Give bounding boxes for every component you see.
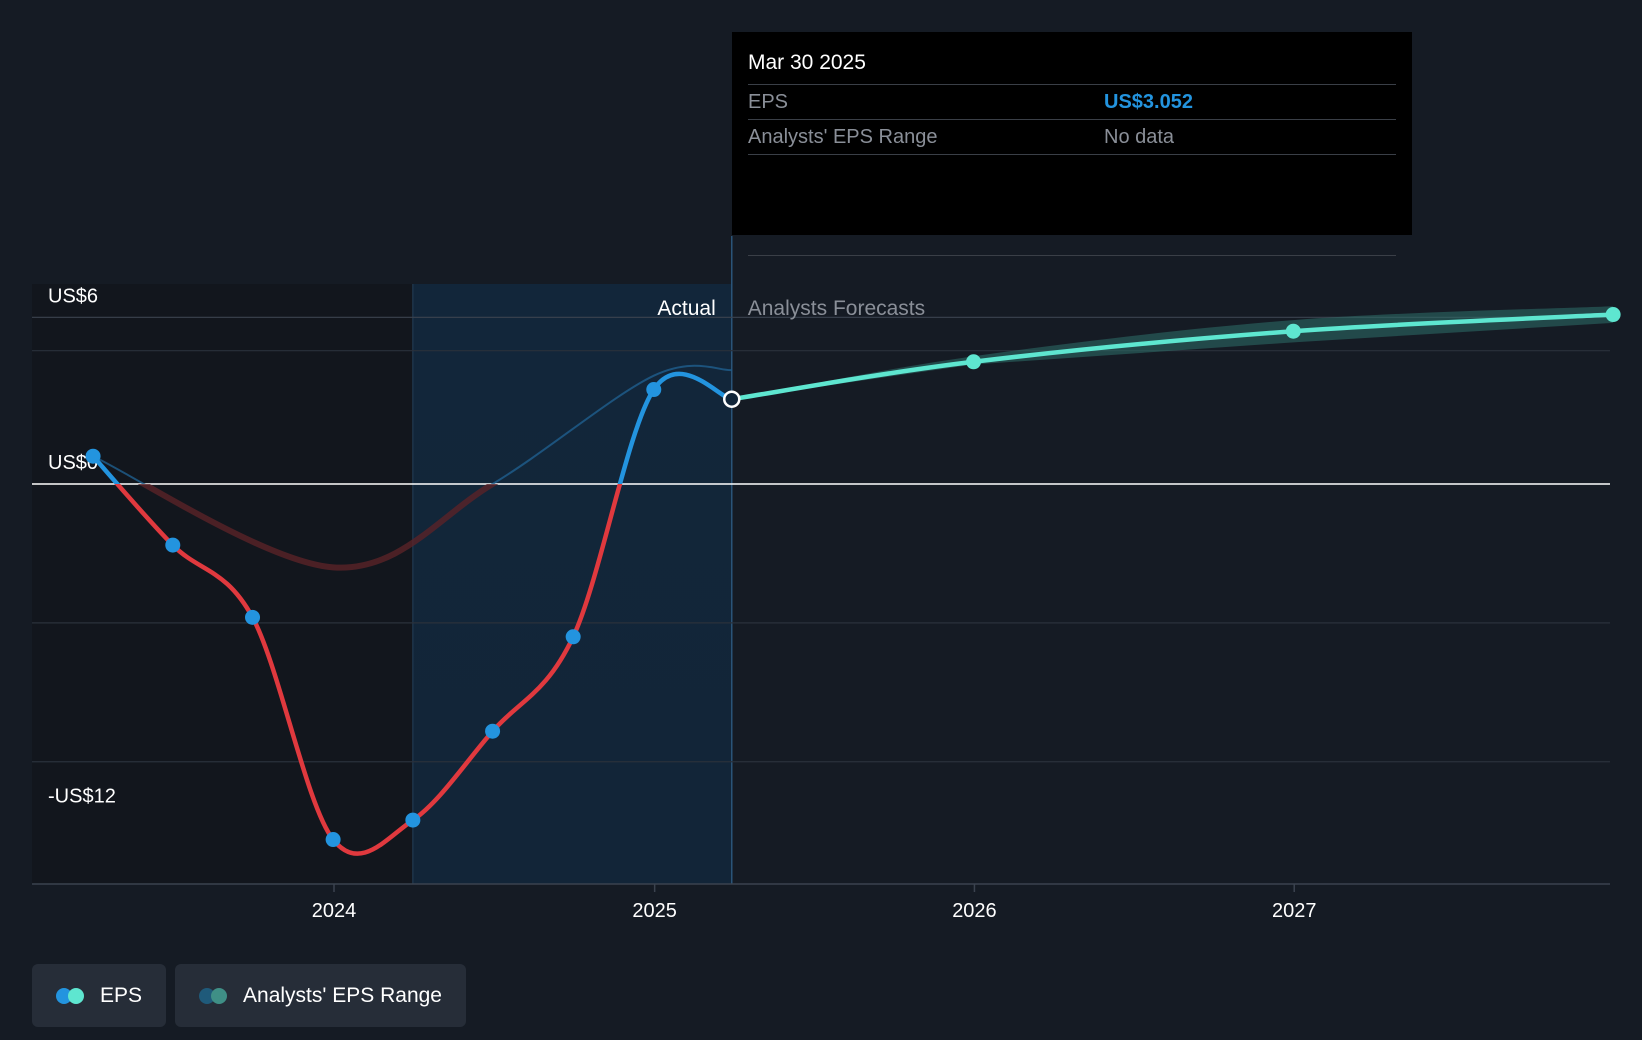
legend: EPS Analysts' EPS Range [32,964,466,1027]
legend-range-label: Analysts' EPS Range [243,983,442,1007]
eps-actual-point [85,448,101,464]
eps-actual-point [405,812,421,828]
y-tick-label: US$6 [48,285,98,307]
tooltip-focus-point [723,390,741,408]
actual-highlight-region [412,284,732,884]
x-tick-label: 2024 [312,900,357,922]
tooltip: Mar 30 2025 EPS US$3.052 Analysts' EPS R… [732,32,1412,256]
past-estimate-line-positive [92,364,732,484]
tooltip-range-label: Analysts' EPS Range [748,126,938,148]
tooltip-range-value: No data [1104,126,1175,148]
x-tick-label: 2025 [632,900,677,922]
eps-forecast-point [966,354,982,370]
eps-actual-point [245,609,261,625]
analyst-range-band [731,306,1614,400]
actual-label: Actual [657,297,715,320]
x-tick-label: 2026 [952,900,997,922]
eps-actual-point [485,723,501,739]
tooltip-eps-label: EPS [748,91,789,113]
eps-actual-point [325,832,341,848]
x-tick-label: 2027 [1272,900,1317,922]
legend-eps-button[interactable]: EPS [32,964,167,1027]
past-region [32,284,413,884]
legend-eps-label: EPS [100,983,143,1007]
y-tick-label: US$0 [48,452,98,474]
range-legend-icon [199,987,229,1004]
tooltip-eps-row: EPS US$3.052 [748,85,1396,120]
y-tick-label: -US$12 [48,785,116,807]
eps-actual-line-positive [90,371,735,484]
eps-forecast-line [729,312,1616,402]
eps-actual-point [646,382,662,398]
tooltip-eps-value: US$3.052 [1104,91,1193,113]
legend-range-button[interactable]: Analysts' EPS Range [175,964,466,1027]
past-estimate-line-negative [137,484,499,571]
forecast-label: Analysts Forecasts [748,297,925,320]
eps-legend-icon [56,987,86,1004]
tooltip-date: Mar 30 2025 [748,48,1396,85]
eps-forecast-point [1285,323,1301,339]
eps-actual-point [165,537,181,553]
eps-forecast-point [1605,307,1621,323]
tooltip-range-row: Analysts' EPS Range No data [748,120,1396,155]
eps-actual-point [565,629,581,645]
tooltip-spacer [748,155,1396,256]
